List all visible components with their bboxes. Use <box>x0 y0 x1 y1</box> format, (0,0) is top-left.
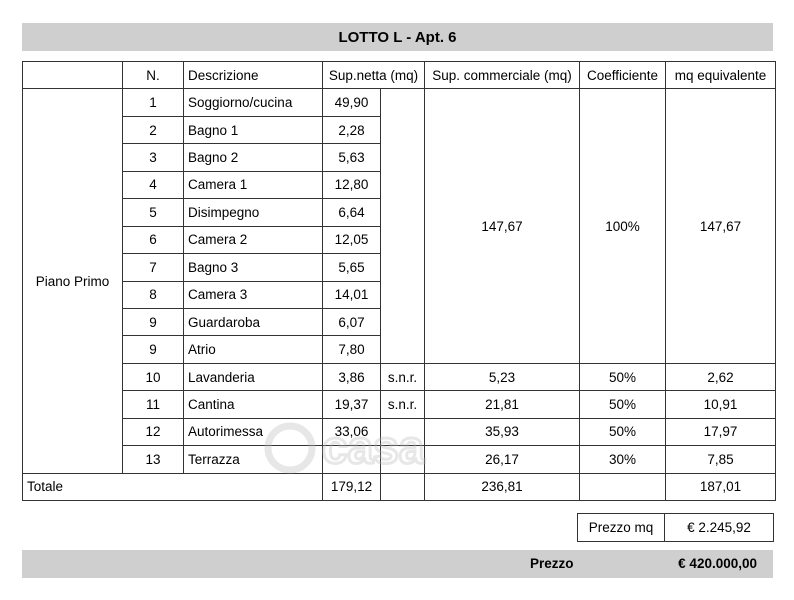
extra-commerciale: 21,81 <box>424 390 580 419</box>
room-number: 9 <box>122 335 184 364</box>
room-number: 5 <box>122 198 184 227</box>
extra-row: 11 Cantina 19,37 s.n.r. 21,81 50% 10,91 <box>23 390 776 419</box>
room-row: 9 Atrio 7,80 <box>23 335 776 364</box>
prezzo-mq-label: Prezzo mq <box>577 513 665 542</box>
extra-note: s.n.r. <box>380 390 425 419</box>
extra-number: 12 <box>122 417 184 447</box>
room-row: 8 Camera 3 14,01 <box>23 280 776 309</box>
extra-equivalente: 7,85 <box>665 445 776 474</box>
prezzo-value: € 420.000,00 <box>678 556 757 571</box>
room-sup-netta: 5,65 <box>322 253 381 282</box>
room-row: 9 Guardaroba 6,07 <box>23 307 776 337</box>
group-equivalente: 147,67 <box>665 88 776 364</box>
room-name: Camera 3 <box>183 280 323 309</box>
group-commerciale: 147,67 <box>424 88 580 364</box>
room-number: 4 <box>122 170 184 200</box>
extra-coefficiente: 50% <box>579 417 666 447</box>
room-name: Disimpegno <box>183 198 323 227</box>
room-row: 5 Disimpegno 6,64 <box>23 198 776 227</box>
header-coefficiente: Coefficiente <box>579 60 666 90</box>
room-sup-netta: 6,07 <box>322 307 381 337</box>
room-name: Guardaroba <box>183 307 323 337</box>
prezzo-mq-value: € 2.245,92 <box>664 513 774 542</box>
header-n: N. <box>122 60 184 90</box>
extra-number: 10 <box>122 362 184 392</box>
note-empty <box>380 88 425 364</box>
prezzo-mq-box: Prezzo mq € 2.245,92 <box>577 513 774 542</box>
extra-name: Lavanderia <box>183 362 323 392</box>
total-row: Totale 179,12 236,81 187,01 <box>22 472 776 502</box>
room-row: Piano Primo 1 Soggiorno/cucina 49,90 147,67 1… <box>22 88 776 474</box>
extra-name: Autorimessa <box>183 417 323 447</box>
total-equivalente: 187,01 <box>665 472 776 502</box>
room-sup-netta: 12,05 <box>322 225 381 255</box>
extra-row: 10 Lavanderia 3,86 s.n.r. 5,23 50% 2,62 <box>23 362 776 392</box>
extra-commerciale: 35,93 <box>424 417 580 447</box>
room-sup-netta: 6,64 <box>322 198 381 227</box>
room-sup-netta: 5,63 <box>322 143 381 172</box>
extra-note <box>380 445 425 474</box>
room-number: 7 <box>122 253 184 282</box>
room-sup-netta: 49,90 <box>322 88 381 117</box>
room-name: Camera 2 <box>183 225 323 255</box>
extra-row: 12 Autorimessa 33,06 35,93 50% 17,97 <box>23 417 776 447</box>
room-row: 2 Bagno 1 2,28 <box>23 115 776 145</box>
extra-name: Terrazza <box>183 445 323 474</box>
header-descrizione: Descrizione <box>183 60 323 90</box>
extra-coefficiente: 50% <box>579 362 666 392</box>
header-row: N. Descrizione Sup.netta (mq) Sup. comme… <box>22 60 776 90</box>
prezzo-label: Prezzo <box>530 556 574 571</box>
room-name: Bagno 2 <box>183 143 323 172</box>
header-sup-netta: Sup.netta (mq) <box>322 60 425 90</box>
extra-number: 11 <box>122 390 184 419</box>
extra-commerciale: 5,23 <box>424 362 580 392</box>
room-sup-netta: 14,01 <box>322 280 381 309</box>
extra-sup-netta: 33,06 <box>322 417 381 447</box>
header-empty <box>22 60 123 90</box>
extra-row: 13 Terrazza 26,17 30% 7,85 <box>23 445 776 474</box>
room-name: Soggiorno/cucina <box>183 88 323 117</box>
total-note-empty <box>380 472 425 502</box>
extra-equivalente: 17,97 <box>665 417 776 447</box>
room-name: Bagno 1 <box>183 115 323 145</box>
room-number: 8 <box>122 280 184 309</box>
header-mq-equivalente: mq equivalente <box>665 60 776 90</box>
header-sup-commerciale: Sup. commerciale (mq) <box>424 60 580 90</box>
extra-equivalente: 2,62 <box>665 362 776 392</box>
total-commerciale: 236,81 <box>424 472 580 502</box>
room-name: Camera 1 <box>183 170 323 200</box>
total-sup-netta: 179,12 <box>322 472 381 502</box>
room-sup-netta: 2,28 <box>322 115 381 145</box>
room-sup-netta: 7,80 <box>322 335 381 364</box>
room-number: 2 <box>122 115 184 145</box>
extra-sup-netta: 19,37 <box>322 390 381 419</box>
room-name: Atrio <box>183 335 323 364</box>
room-sup-netta: 12,80 <box>322 170 381 200</box>
extra-note: s.n.r. <box>380 362 425 392</box>
extra-number: 13 <box>122 445 184 474</box>
extra-coefficiente: 50% <box>579 390 666 419</box>
extra-sup-netta <box>322 445 381 474</box>
surface-table: N. Descrizione Sup.netta (mq) Sup. comme… <box>22 60 776 502</box>
room-number: 1 <box>122 88 184 117</box>
room-number: 3 <box>122 143 184 172</box>
extra-sup-netta: 3,86 <box>322 362 381 392</box>
group-coefficiente: 100% <box>579 88 666 364</box>
room-number: 9 <box>122 307 184 337</box>
extra-note <box>380 417 425 447</box>
total-coefficiente-empty <box>579 472 666 502</box>
lotto-title: LOTTO L - Apt. 6 <box>22 23 773 51</box>
extra-coefficiente: 30% <box>579 445 666 474</box>
extra-name: Cantina <box>183 390 323 419</box>
floor-label: Piano Primo <box>22 88 123 474</box>
extra-equivalente: 10,91 <box>665 390 776 419</box>
total-label: Totale <box>22 472 323 502</box>
room-number: 6 <box>122 225 184 255</box>
room-name: Bagno 3 <box>183 253 323 282</box>
extra-commerciale: 26,17 <box>424 445 580 474</box>
price-bar: Prezzo € 420.000,00 <box>22 550 773 578</box>
room-row: 6 Camera 2 12,05 <box>23 225 776 255</box>
